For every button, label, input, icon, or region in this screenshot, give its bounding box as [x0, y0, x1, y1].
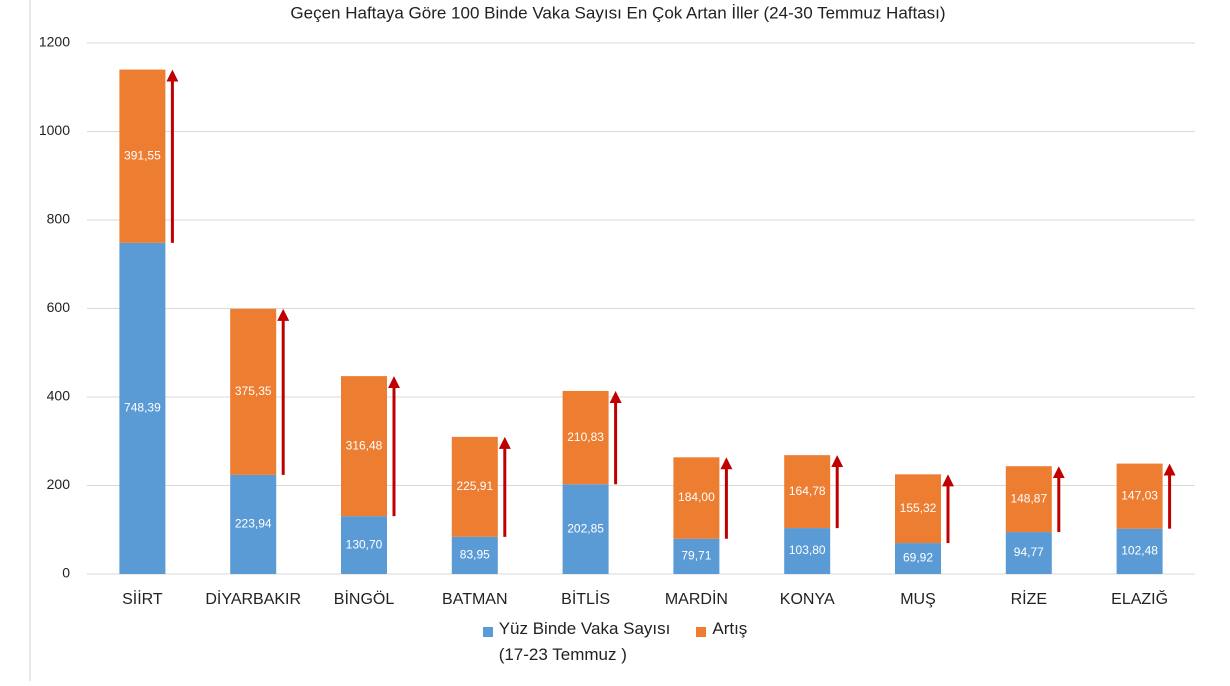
value-label: 155,32: [900, 501, 937, 515]
x-tick-label: BİTLİS: [561, 589, 610, 608]
bar-segment: [1116, 463, 1163, 529]
bar-segment: [1005, 466, 1052, 533]
value-label: 391,55: [124, 148, 161, 162]
value-label: 79,71: [681, 549, 711, 563]
value-label: 225,91: [456, 479, 493, 493]
legend-label: Yüz Binde Vaka Sayısı (17-23 Temmuz ): [498, 619, 671, 664]
y-tick-label: 1000: [39, 122, 70, 138]
x-tick-label: RİZE: [1011, 589, 1047, 608]
value-label: 69,92: [903, 551, 933, 565]
chart-title: Geçen Haftaya Göre 100 Binde Vaka Sayısı…: [290, 3, 945, 22]
bar-segment: [562, 390, 609, 485]
value-label: 375,35: [235, 384, 272, 398]
value-label: 748,39: [124, 401, 161, 415]
y-tick-label: 0: [62, 565, 70, 581]
bar-segment: [341, 376, 387, 517]
legend-label: Artış: [712, 619, 748, 638]
bar-segment: [341, 516, 387, 574]
value-label: 147,03: [1121, 488, 1158, 502]
legend: Yüz Binde Vaka Sayısı (17-23 Temmuz ) Art…: [0, 619, 1230, 668]
x-tick-label: SİİRT: [122, 589, 163, 608]
value-label: 202,85: [567, 521, 604, 535]
x-tick-label: MUŞ: [900, 591, 936, 608]
y-tick-label: 1200: [39, 34, 70, 50]
bar-segment: [562, 484, 609, 574]
x-tick-label: ELAZIĞ: [1111, 589, 1168, 608]
bar-segment: [784, 455, 831, 529]
x-tick-label: BİNGÖL: [334, 589, 395, 608]
bar-segment: [230, 308, 277, 475]
value-label: 103,80: [789, 543, 826, 557]
x-tick-label: MARDİN: [665, 589, 728, 608]
value-label: 210,83: [567, 430, 604, 444]
legend-swatch: [696, 627, 707, 637]
bar-segment: [673, 538, 720, 574]
bar-segment: [1116, 528, 1163, 574]
value-label: 148,87: [1010, 491, 1047, 505]
value-label: 102,48: [1121, 543, 1158, 557]
bar-segment: [119, 69, 166, 243]
legend-item: Yüz Binde Vaka Sayısı (17-23 Temmuz ): [482, 619, 670, 668]
bar-segment: [895, 543, 941, 574]
value-label: 164,78: [789, 484, 826, 498]
value-label: 184,00: [678, 490, 715, 504]
x-tick-label: KONYA: [780, 591, 835, 608]
y-tick-label: 800: [47, 211, 71, 227]
y-tick-label: 400: [47, 388, 71, 404]
bar-segment: [451, 536, 498, 574]
value-label: 316,48: [346, 438, 383, 452]
y-tick-label: 200: [47, 476, 71, 492]
x-tick-label: BATMAN: [442, 591, 507, 608]
bar-segment: [784, 528, 831, 574]
bar-segment: [451, 436, 498, 537]
bar-segment: [1005, 532, 1052, 574]
bar-segment: [230, 474, 277, 574]
x-tick-label: DİYARBAKIR: [205, 589, 301, 608]
bar-segment: [673, 457, 720, 539]
value-label: 223,94: [235, 517, 272, 531]
bar-segment: [895, 474, 941, 544]
value-label: 94,77: [1014, 545, 1044, 559]
legend-item: Artış: [696, 619, 747, 668]
bar-segment: [119, 242, 166, 575]
y-tick-label: 600: [47, 299, 71, 315]
value-label: 83,95: [460, 548, 490, 562]
value-label: 130,70: [346, 537, 383, 551]
legend-swatch: [482, 627, 493, 637]
